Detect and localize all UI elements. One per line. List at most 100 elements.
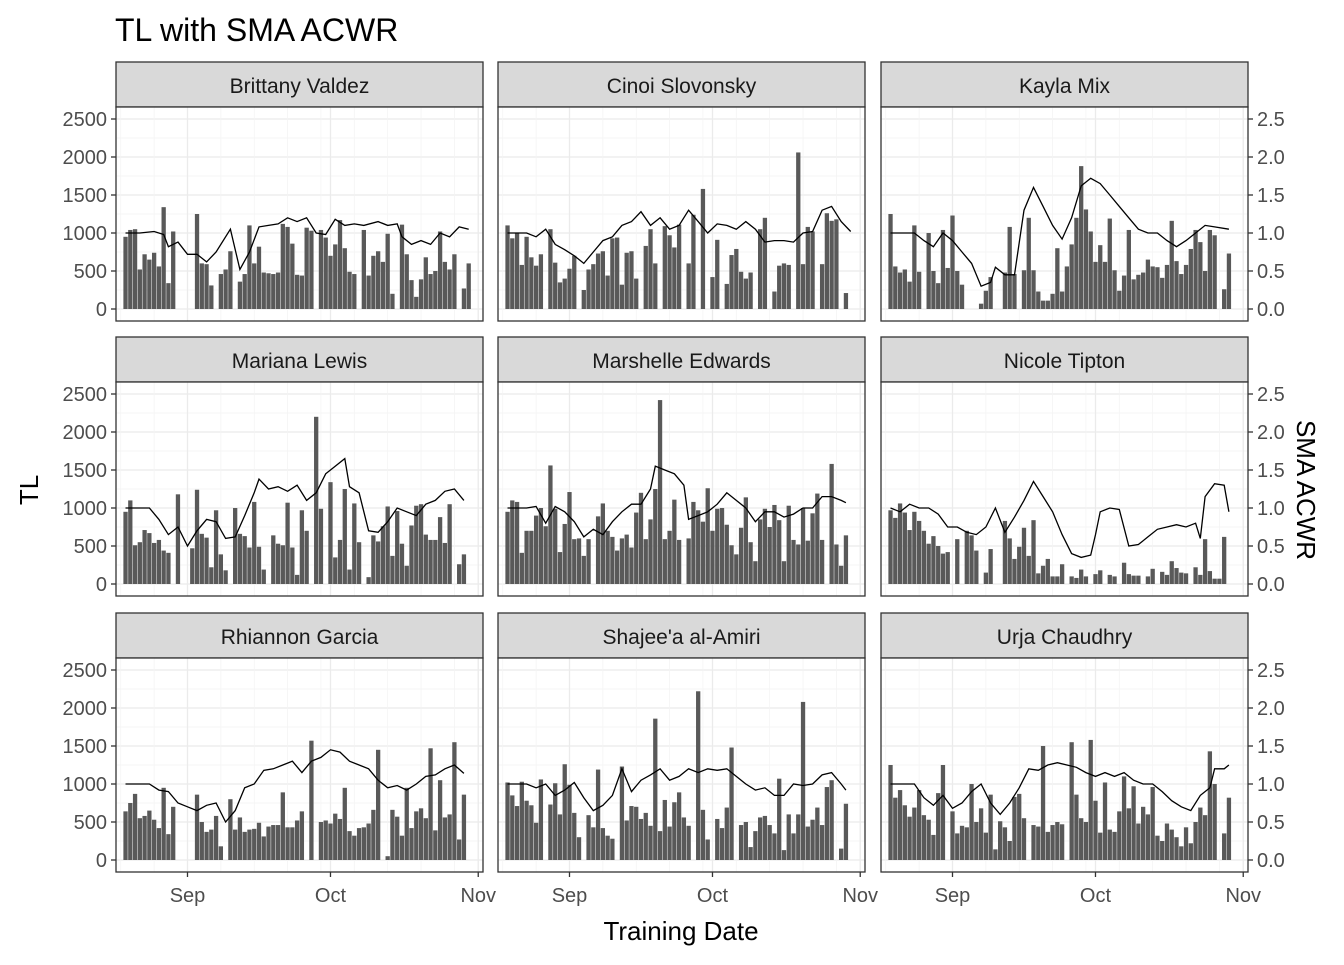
tl-bar <box>433 271 438 309</box>
tl-bar <box>533 822 539 860</box>
tl-bar <box>940 765 946 860</box>
tl-bar <box>166 283 171 309</box>
y-right-tick-label: 1.0 <box>1257 774 1285 796</box>
tl-bar <box>940 553 946 584</box>
tl-bar <box>1136 823 1141 860</box>
tl-bar <box>839 848 844 860</box>
tl-bar <box>309 230 314 309</box>
tl-bar <box>748 542 753 584</box>
tl-bar <box>1150 787 1155 860</box>
tl-bar <box>955 271 960 309</box>
tl-bar <box>533 515 539 584</box>
tl-bar <box>1212 578 1217 584</box>
tl-bar <box>204 831 209 860</box>
facet-panel: Cinoi Slovonsky <box>497 61 866 322</box>
tl-bar <box>1179 274 1184 309</box>
tl-bar <box>1160 277 1165 309</box>
tl-bar <box>757 817 763 860</box>
tl-bar <box>223 269 228 309</box>
tl-bar <box>142 254 147 309</box>
tl-bar <box>275 825 281 860</box>
tl-bar <box>653 718 658 860</box>
tl-bar <box>1107 829 1112 860</box>
tl-bar <box>959 825 965 860</box>
y-right-tick-label: 2.5 <box>1257 109 1285 131</box>
tl-bar <box>893 266 898 309</box>
tl-bar <box>128 803 133 860</box>
tl-bar <box>926 543 931 584</box>
facet-label: Marshelle Edwards <box>592 350 771 373</box>
tl-bar <box>786 505 791 584</box>
tl-bar <box>1002 827 1008 860</box>
tl-bar <box>1107 218 1112 309</box>
tl-bar <box>1045 300 1050 309</box>
tl-bar <box>505 225 510 309</box>
acwr-line <box>125 216 469 272</box>
tl-bar <box>557 282 563 309</box>
tl-bar <box>1074 794 1079 860</box>
tl-bar <box>280 545 285 584</box>
tl-bar <box>409 828 414 860</box>
tl-bar <box>1126 808 1131 860</box>
tl-bar <box>1117 811 1122 860</box>
tl-bar <box>557 552 563 584</box>
tl-bar <box>581 555 586 584</box>
panel-border <box>880 381 1249 597</box>
tl-bar <box>352 503 357 584</box>
tl-bar <box>634 512 639 584</box>
tl-bar <box>328 823 333 860</box>
tl-bar <box>510 238 515 309</box>
tl-bar <box>681 817 687 860</box>
tl-bar <box>796 814 801 860</box>
tl-bar <box>781 850 787 860</box>
tl-bar <box>1069 244 1074 309</box>
tl-bar <box>931 271 936 309</box>
y-tick-label: 0 <box>96 299 107 321</box>
tl-bar <box>137 818 142 860</box>
tl-bar <box>461 794 467 860</box>
tl-bar <box>524 530 529 584</box>
tl-bar <box>902 512 907 584</box>
tl-bar <box>414 811 419 860</box>
tl-bar <box>371 255 376 309</box>
tl-bar <box>629 806 634 860</box>
tl-bar <box>314 416 319 584</box>
tl-bar <box>1145 814 1151 860</box>
tl-bar <box>156 266 162 309</box>
tl-bar <box>1226 797 1232 860</box>
tl-bar <box>285 226 290 309</box>
tl-bar <box>1031 520 1036 584</box>
tl-bar <box>1193 567 1198 584</box>
tl-bar <box>390 809 395 860</box>
tl-bar <box>337 818 343 860</box>
y-tick-label: 2000 <box>63 422 108 444</box>
tl-bar <box>1007 841 1012 860</box>
tl-bar <box>796 152 801 309</box>
tl-bar <box>548 465 553 584</box>
tl-bar <box>218 554 224 584</box>
tl-bar <box>710 530 715 584</box>
tl-bar <box>290 547 295 584</box>
tl-bar <box>653 263 658 309</box>
tl-bar <box>1202 539 1208 584</box>
tl-bar <box>1002 272 1008 309</box>
tl-bar <box>1140 272 1146 309</box>
tl-bar <box>743 497 748 584</box>
tl-bar <box>1083 822 1089 860</box>
tl-bar <box>648 825 653 860</box>
tl-bar <box>912 807 917 860</box>
tl-bar <box>428 748 433 860</box>
tl-bar <box>228 799 233 860</box>
tl-bar <box>261 836 266 860</box>
tl-bar <box>1212 784 1217 860</box>
tl-bar <box>762 815 768 860</box>
tl-bar <box>1174 261 1179 309</box>
tl-bar <box>955 539 960 584</box>
tl-bar <box>945 552 950 584</box>
tl-bar <box>800 508 806 584</box>
tl-bar <box>538 254 544 309</box>
tl-bar <box>166 834 171 860</box>
tl-bar <box>572 812 577 860</box>
tl-bar <box>147 259 152 309</box>
tl-bar <box>399 543 405 584</box>
